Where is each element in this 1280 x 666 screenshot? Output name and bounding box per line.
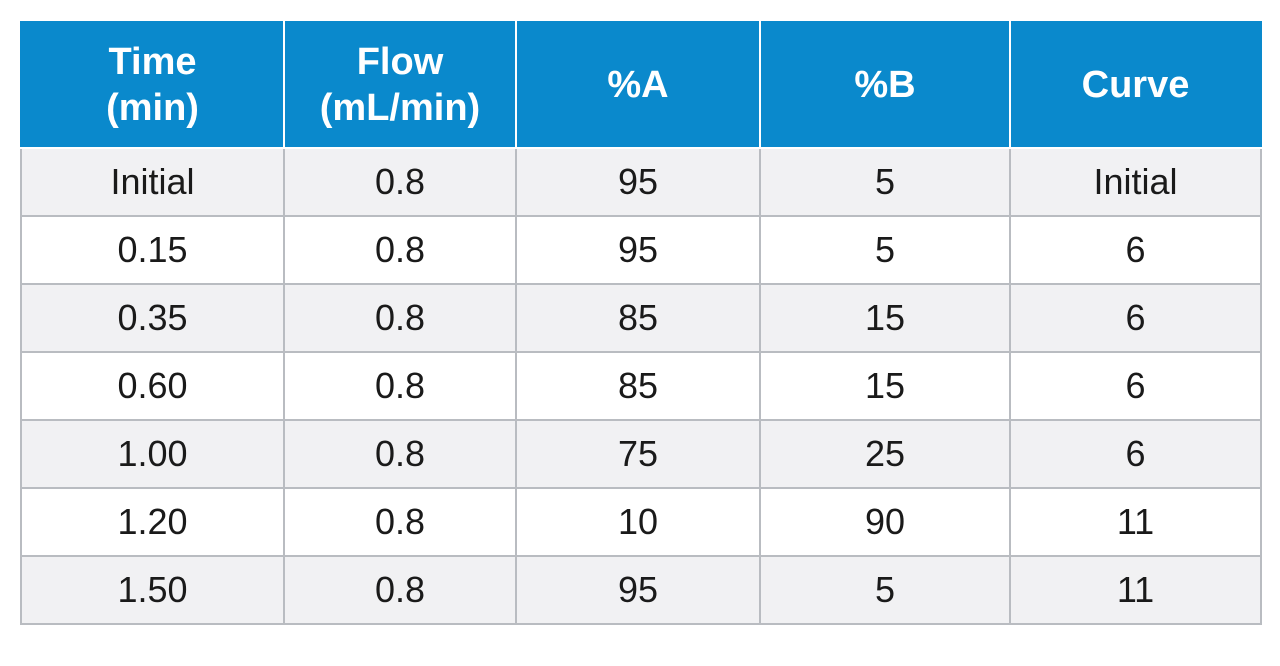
cell-flow: 0.8 (283, 487, 517, 557)
cell-percent-b: 90 (759, 487, 1011, 557)
header-percent-a-label: %A (607, 63, 669, 106)
header-flow-label: Flow (356, 40, 444, 83)
header-flow-unit: (mL/min) (319, 87, 481, 129)
cell-time: 0.35 (20, 283, 285, 353)
cell-percent-a: 85 (515, 351, 761, 421)
cell-curve: 6 (1009, 215, 1262, 285)
header-time-unit: (min) (106, 87, 199, 129)
header-row: Time (min) Flow (mL/min) %A %B Curve (20, 21, 1262, 149)
table-header: Time (min) Flow (mL/min) %A %B Curve (20, 21, 1262, 149)
table-row: Initial 0.8 95 5 Initial (20, 147, 1262, 217)
cell-flow: 0.8 (283, 351, 517, 421)
cell-flow: 0.8 (283, 419, 517, 489)
cell-time: 1.00 (20, 419, 285, 489)
table-row: 1.00 0.8 75 25 6 (20, 419, 1262, 489)
header-time: Time (min) (20, 21, 285, 149)
cell-percent-a: 95 (515, 555, 761, 625)
cell-time: 1.20 (20, 487, 285, 557)
cell-flow: 0.8 (283, 147, 517, 217)
cell-percent-a: 95 (515, 147, 761, 217)
cell-time: 1.50 (20, 555, 285, 625)
header-percent-b: %B (759, 21, 1011, 149)
cell-percent-a: 95 (515, 215, 761, 285)
table-row: 0.15 0.8 95 5 6 (20, 215, 1262, 285)
cell-time: 0.15 (20, 215, 285, 285)
header-curve: Curve (1009, 21, 1262, 149)
cell-percent-a: 10 (515, 487, 761, 557)
table-row: 0.35 0.8 85 15 6 (20, 283, 1262, 353)
cell-percent-b: 15 (759, 351, 1011, 421)
table-body: Initial 0.8 95 5 Initial 0.15 0.8 95 5 6… (20, 147, 1262, 625)
cell-percent-b: 5 (759, 215, 1011, 285)
cell-percent-b: 5 (759, 555, 1011, 625)
header-time-label: Time (108, 40, 197, 83)
cell-time: 0.60 (20, 351, 285, 421)
header-percent-a: %A (515, 21, 761, 149)
cell-percent-a: 85 (515, 283, 761, 353)
header-percent-b-label: %B (854, 63, 916, 106)
table-row: 0.60 0.8 85 15 6 (20, 351, 1262, 421)
cell-percent-a: 75 (515, 419, 761, 489)
cell-curve: Initial (1009, 147, 1262, 217)
cell-curve: 11 (1009, 555, 1262, 625)
header-curve-label: Curve (1081, 63, 1190, 106)
cell-flow: 0.8 (283, 215, 517, 285)
cell-percent-b: 15 (759, 283, 1011, 353)
table-row: 1.50 0.8 95 5 11 (20, 555, 1262, 625)
cell-flow: 0.8 (283, 555, 517, 625)
cell-curve: 11 (1009, 487, 1262, 557)
header-flow: Flow (mL/min) (283, 21, 517, 149)
cell-flow: 0.8 (283, 283, 517, 353)
table-row: 1.20 0.8 10 90 11 (20, 487, 1262, 557)
cell-curve: 6 (1009, 351, 1262, 421)
cell-curve: 6 (1009, 283, 1262, 353)
gradient-table: Time (min) Flow (mL/min) %A %B Curve Ini… (20, 21, 1262, 625)
cell-percent-b: 25 (759, 419, 1011, 489)
cell-time: Initial (20, 147, 285, 217)
cell-percent-b: 5 (759, 147, 1011, 217)
cell-curve: 6 (1009, 419, 1262, 489)
